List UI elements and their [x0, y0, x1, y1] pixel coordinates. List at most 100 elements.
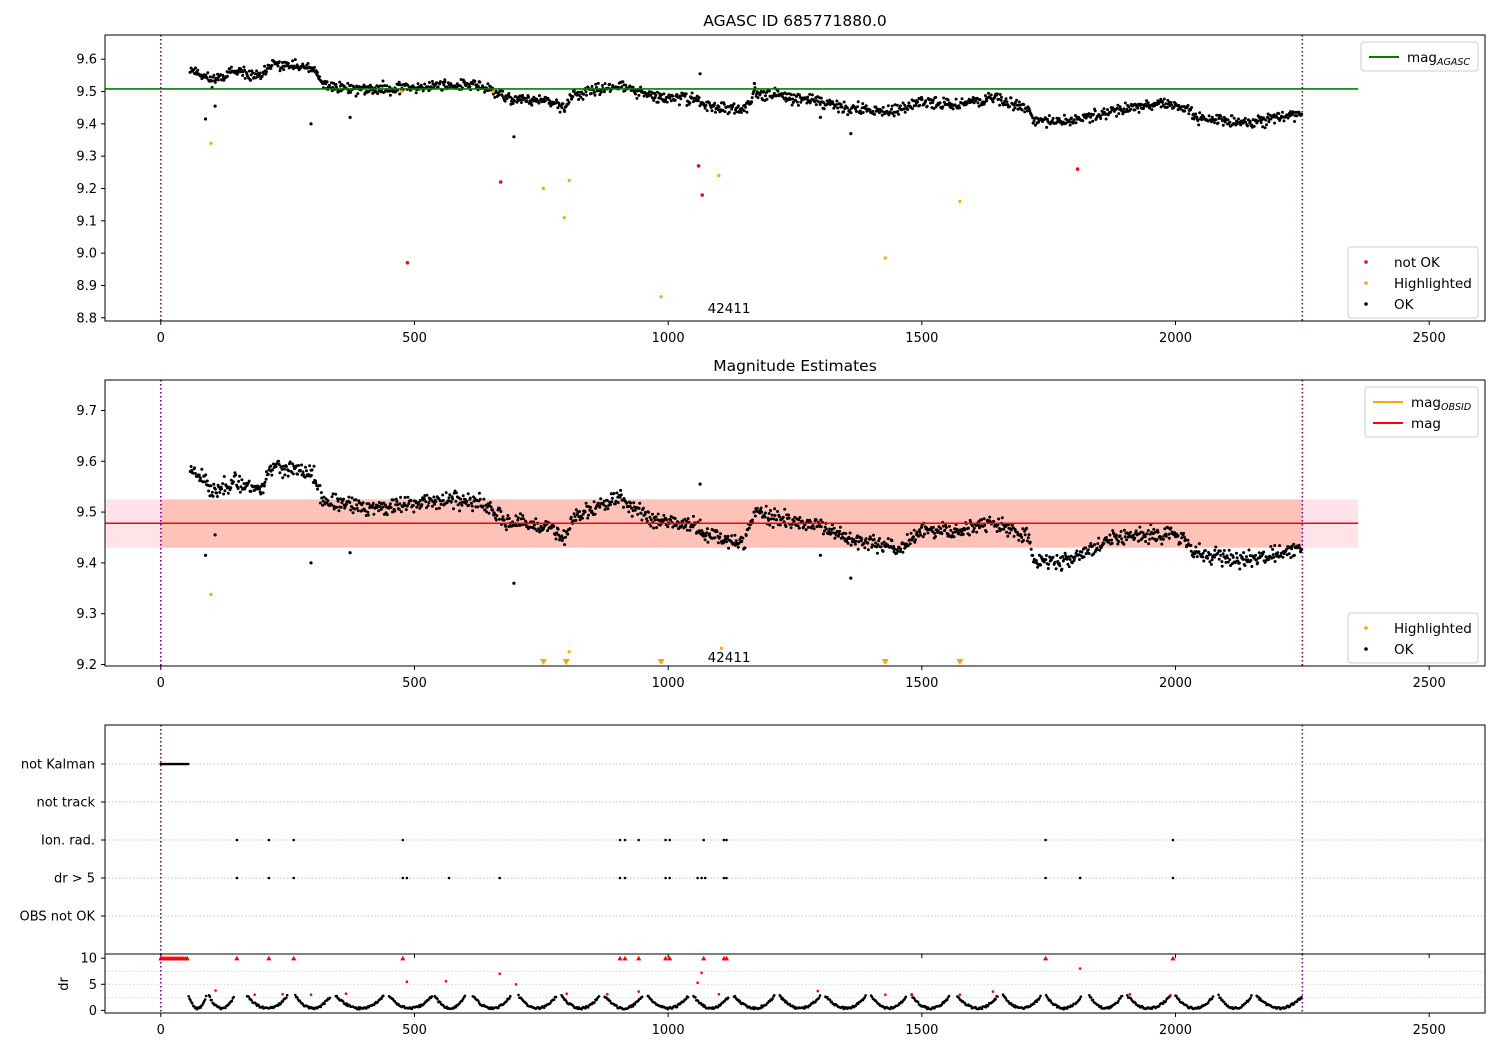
ok-point — [839, 103, 843, 106]
ok-point — [1278, 544, 1282, 548]
ok-point — [698, 482, 702, 486]
ok-point — [1218, 549, 1222, 553]
ok-point — [1039, 563, 1042, 567]
ok-point — [212, 482, 216, 486]
ok-point — [743, 546, 747, 550]
ok-point — [609, 492, 613, 496]
ok-point — [271, 468, 274, 472]
ok-point — [1115, 114, 1119, 118]
ok-point — [473, 79, 477, 83]
ok-point — [714, 110, 717, 114]
ok-point — [906, 108, 910, 111]
ok-point — [518, 94, 522, 98]
ok-point — [938, 101, 942, 105]
ok-point — [1046, 567, 1050, 570]
ok-point — [976, 101, 980, 105]
ok-point — [391, 498, 395, 502]
dr-point — [281, 1000, 285, 1003]
ok-point — [525, 99, 529, 103]
ok-point — [534, 517, 538, 521]
ok-point — [1163, 527, 1167, 531]
ok-point — [715, 530, 719, 533]
agasc-panel-title: AGASC ID 685771880.0 — [703, 12, 887, 30]
ok-point — [291, 59, 295, 63]
dr-point — [781, 996, 784, 1000]
ok-point — [887, 113, 891, 117]
ok-point — [197, 473, 201, 477]
ok-point — [585, 93, 588, 97]
ok-point — [972, 526, 976, 530]
ok-point — [290, 64, 294, 68]
ok-point — [1276, 551, 1280, 555]
ok-point — [1176, 534, 1180, 537]
ok-point — [371, 504, 375, 507]
dr-point — [463, 994, 467, 998]
ok-point — [318, 75, 321, 79]
ok-point — [1237, 561, 1241, 565]
ok-point — [434, 500, 438, 504]
ok-point — [1117, 112, 1121, 116]
dr-point — [210, 998, 213, 1002]
ok-point — [838, 525, 842, 529]
ok-point — [1217, 117, 1221, 120]
ok-point — [932, 107, 936, 110]
ok-point — [1256, 561, 1260, 565]
ok-point — [880, 113, 884, 117]
x-tick-label: 1000 — [652, 1023, 685, 1038]
dr-flagged-point — [253, 993, 256, 996]
flag-point — [668, 838, 671, 842]
ok-point — [222, 492, 226, 496]
ok-point — [877, 539, 881, 543]
ok-point — [336, 497, 339, 501]
ok-point — [507, 517, 511, 520]
ok-point — [254, 76, 258, 80]
ok-point — [262, 484, 266, 488]
ok-point — [833, 536, 837, 540]
ok-point — [229, 486, 233, 490]
ok-point — [840, 105, 844, 109]
ok-point — [381, 79, 385, 83]
ok-point — [1000, 95, 1003, 99]
ok-point — [1201, 551, 1205, 555]
ok-point — [680, 524, 684, 528]
ok-point — [814, 518, 818, 522]
legend-dot-swatch — [1364, 260, 1368, 264]
ok-point — [398, 92, 402, 96]
ok-point — [326, 499, 330, 503]
x-tick-label: 500 — [402, 331, 427, 346]
ok-point — [370, 85, 374, 89]
ok-point — [630, 514, 634, 518]
ok-point — [752, 81, 757, 86]
ok-point — [1077, 553, 1081, 557]
ok-point — [1215, 113, 1219, 117]
ok-point — [462, 80, 466, 84]
ok-point — [286, 474, 290, 478]
ok-point — [1003, 99, 1007, 103]
ok-point — [282, 68, 286, 72]
ok-point — [1015, 530, 1019, 534]
ok-point — [485, 510, 489, 514]
ok-point — [231, 480, 235, 484]
ok-point — [1104, 536, 1108, 539]
ok-point — [995, 530, 999, 533]
ok-point — [862, 541, 866, 545]
ok-point — [447, 496, 451, 500]
ok-point — [798, 516, 802, 519]
ok-point — [243, 76, 247, 80]
ok-point — [972, 101, 976, 105]
dr-point — [509, 994, 512, 998]
ok-point — [1067, 565, 1071, 569]
ok-point — [203, 117, 208, 121]
ok-point — [580, 516, 584, 520]
ok-point — [435, 507, 438, 511]
ok-point — [433, 502, 437, 506]
ok-point — [764, 511, 767, 515]
ok-point — [309, 122, 313, 126]
ok-point — [530, 103, 534, 107]
ok-point — [908, 542, 912, 546]
ok-point — [842, 100, 846, 104]
ok-point — [296, 472, 299, 476]
ok-point — [1025, 539, 1029, 543]
ok-point — [391, 510, 394, 514]
dr-capped-marker — [701, 955, 707, 961]
